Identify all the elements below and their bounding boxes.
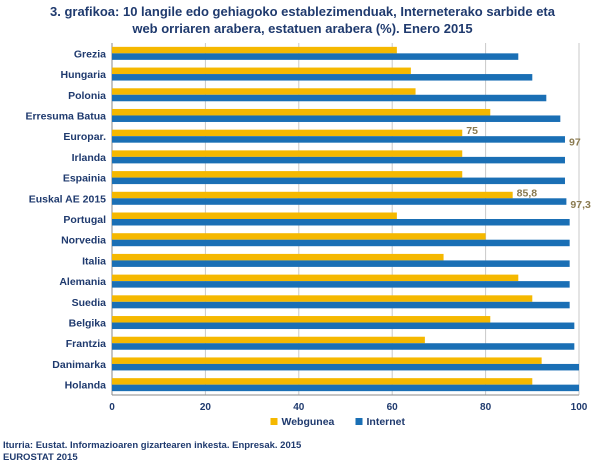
category-label: Erresuma Batua: [25, 110, 106, 122]
bar-webgunea: [112, 108, 491, 116]
bar-webgunea: [112, 46, 397, 54]
legend-swatch-internet: [355, 418, 363, 425]
data-label: 97,3: [570, 199, 591, 211]
x-tick-label: 100: [571, 402, 588, 413]
x-tick-label: 20: [200, 402, 212, 413]
data-label: 75: [466, 125, 478, 137]
bar-internet: [112, 301, 570, 309]
category-label: Grezia: [74, 48, 106, 60]
bar-internet: [112, 53, 519, 60]
source-line-2: EUROSTAT 2015: [3, 452, 78, 463]
bar-internet: [112, 260, 570, 267]
x-tick-label: 60: [387, 402, 399, 413]
legend-label-internet: Internet: [367, 416, 406, 428]
bar-internet: [112, 343, 575, 350]
bar-webgunea: [112, 212, 397, 219]
category-label: Alemania: [59, 276, 106, 288]
bar-webgunea: [112, 171, 463, 178]
bar-webgunea: [112, 274, 519, 282]
chart-title-line-2: web orriaren arabera, estatuen arabera (…: [132, 21, 473, 36]
category-label: Holanda: [65, 380, 107, 392]
bar-webgunea: [112, 150, 463, 157]
bar-internet: [112, 219, 570, 226]
category-label: Hungaria: [60, 69, 106, 81]
bar-internet: [112, 94, 547, 102]
category-label: Frantzia: [66, 338, 106, 350]
source-line-1: Iturria: Eustat. Informazioaren gizartea…: [3, 440, 302, 451]
bar-internet: [112, 156, 565, 164]
bar-webgunea: [112, 295, 533, 302]
bar-webgunea: [112, 253, 444, 261]
legend-swatch-webgunea: [270, 418, 278, 425]
category-label: Italia: [82, 255, 106, 267]
category-label: Espainia: [63, 173, 106, 185]
bar-internet: [112, 384, 579, 392]
chart-title: 3. grafikoa: 10 langile edo gehiagoko es…: [0, 3, 605, 37]
bar-webgunea: [112, 378, 533, 385]
category-label: Norvedia: [61, 235, 106, 247]
bar-internet: [112, 74, 533, 81]
x-tick-label: 40: [293, 402, 305, 413]
x-tick-label: 0: [109, 402, 115, 413]
category-label: Danimarka: [52, 359, 106, 371]
bar-internet: [112, 322, 575, 330]
bar-webgunea: [112, 233, 486, 240]
bar-internet: [112, 136, 565, 143]
bar-internet: [112, 281, 570, 288]
bar-webgunea: [112, 336, 425, 344]
bar-webgunea: [112, 88, 416, 95]
bar-webgunea: [112, 316, 491, 323]
chart-title-line-1: 3. grafikoa: 10 langile edo gehiagoko es…: [50, 4, 555, 19]
bar-webgunea: [112, 67, 411, 75]
bar-internet: [112, 177, 565, 185]
x-tick-label: 80: [480, 402, 492, 413]
source-note: Iturria: Eustat. Informazioaren gizartea…: [3, 440, 301, 464]
category-label: Irlanda: [72, 152, 107, 164]
category-label: Suedia: [72, 297, 107, 309]
data-label: 97: [569, 137, 581, 149]
category-label: Portugal: [63, 214, 106, 226]
bar-internet: [112, 115, 561, 122]
bar-webgunea: [112, 191, 513, 199]
category-label: Belgika: [69, 318, 107, 330]
category-label: Polonia: [68, 90, 106, 102]
bar-webgunea: [112, 129, 463, 137]
bar-internet: [112, 363, 579, 371]
legend-label-webgunea: Webgunea: [282, 416, 335, 428]
bar-internet: [112, 198, 567, 205]
bar-internet: [112, 239, 570, 247]
data-label: 85,8: [517, 187, 538, 199]
bar-webgunea: [112, 357, 542, 364]
category-label: Europar.: [63, 131, 106, 143]
category-label: Euskal AE 2015: [29, 193, 106, 205]
